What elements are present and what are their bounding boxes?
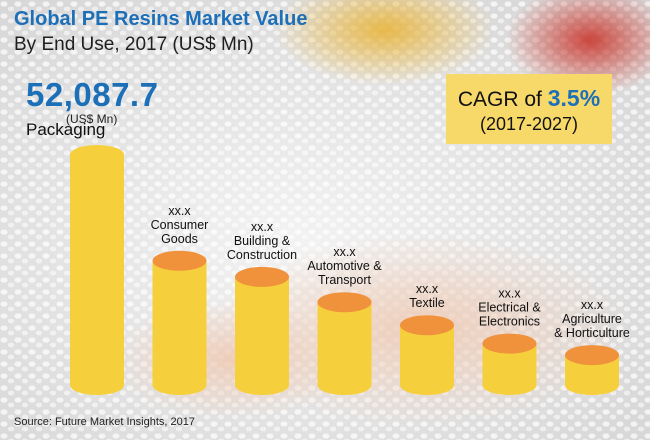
bar (482, 333, 537, 395)
bar-base (70, 375, 124, 395)
bar-base (152, 375, 207, 395)
cagr-period: (2017-2027) (479, 114, 579, 134)
cagr-value: 3.5% (547, 85, 601, 111)
category-label: Building & (234, 234, 291, 248)
bar (152, 250, 207, 395)
category-label: Construction (227, 248, 297, 262)
data-label: xx.x (168, 204, 191, 218)
bar-cap (235, 266, 289, 287)
cagr-line: CAGR of 3.5% (446, 85, 612, 112)
data-label: xx.x (581, 298, 604, 312)
bar-body (152, 260, 207, 385)
bar-cap (565, 345, 619, 366)
chart-subtitle: By End Use, 2017 (US$ Mn) (14, 34, 254, 55)
bar (565, 345, 619, 395)
category-label: Goods (161, 232, 198, 246)
category-label: Packaging (26, 120, 105, 139)
bar-cap (152, 250, 207, 271)
bar-base (482, 375, 537, 395)
cagr-prefix: CAGR of (457, 88, 542, 111)
bar-base (565, 375, 619, 395)
cagr-box: CAGR of 3.5% (2017-2027) (446, 74, 612, 144)
data-label: xx.x (251, 220, 274, 234)
highlight-value: 52,087.7 (26, 76, 159, 113)
data-label: xx.x (333, 245, 356, 259)
highlight-unit: (US$ Mn) (66, 112, 118, 126)
bar-body (235, 276, 289, 385)
category-label: Automotive & (307, 259, 382, 273)
category-label: Consumer (151, 218, 209, 232)
bar-cap (400, 315, 454, 336)
bar (400, 315, 454, 395)
chart-title: Global PE Resins Market Value (14, 8, 308, 30)
category-label: Agriculture (562, 312, 622, 326)
bar-cap (70, 145, 124, 165)
data-label: xx.x (416, 282, 439, 296)
bar (235, 266, 289, 395)
bar-base (235, 375, 289, 395)
category-label: Transport (318, 273, 372, 287)
bar-base (400, 375, 454, 395)
category-label: Textile (409, 296, 444, 310)
bar-cap (482, 333, 537, 354)
category-label: & Horticulture (554, 326, 630, 340)
category-label: Electronics (479, 315, 540, 329)
bar (70, 145, 124, 395)
bar-cap (317, 292, 372, 313)
bar (317, 292, 372, 395)
data-label: xx.x (498, 287, 521, 301)
source-note: Source: Future Market Insights, 2017 (14, 416, 195, 428)
category-label: Electrical & (478, 301, 541, 315)
bar-body (70, 155, 124, 385)
bar-base (317, 375, 372, 395)
bar-body (317, 302, 372, 385)
